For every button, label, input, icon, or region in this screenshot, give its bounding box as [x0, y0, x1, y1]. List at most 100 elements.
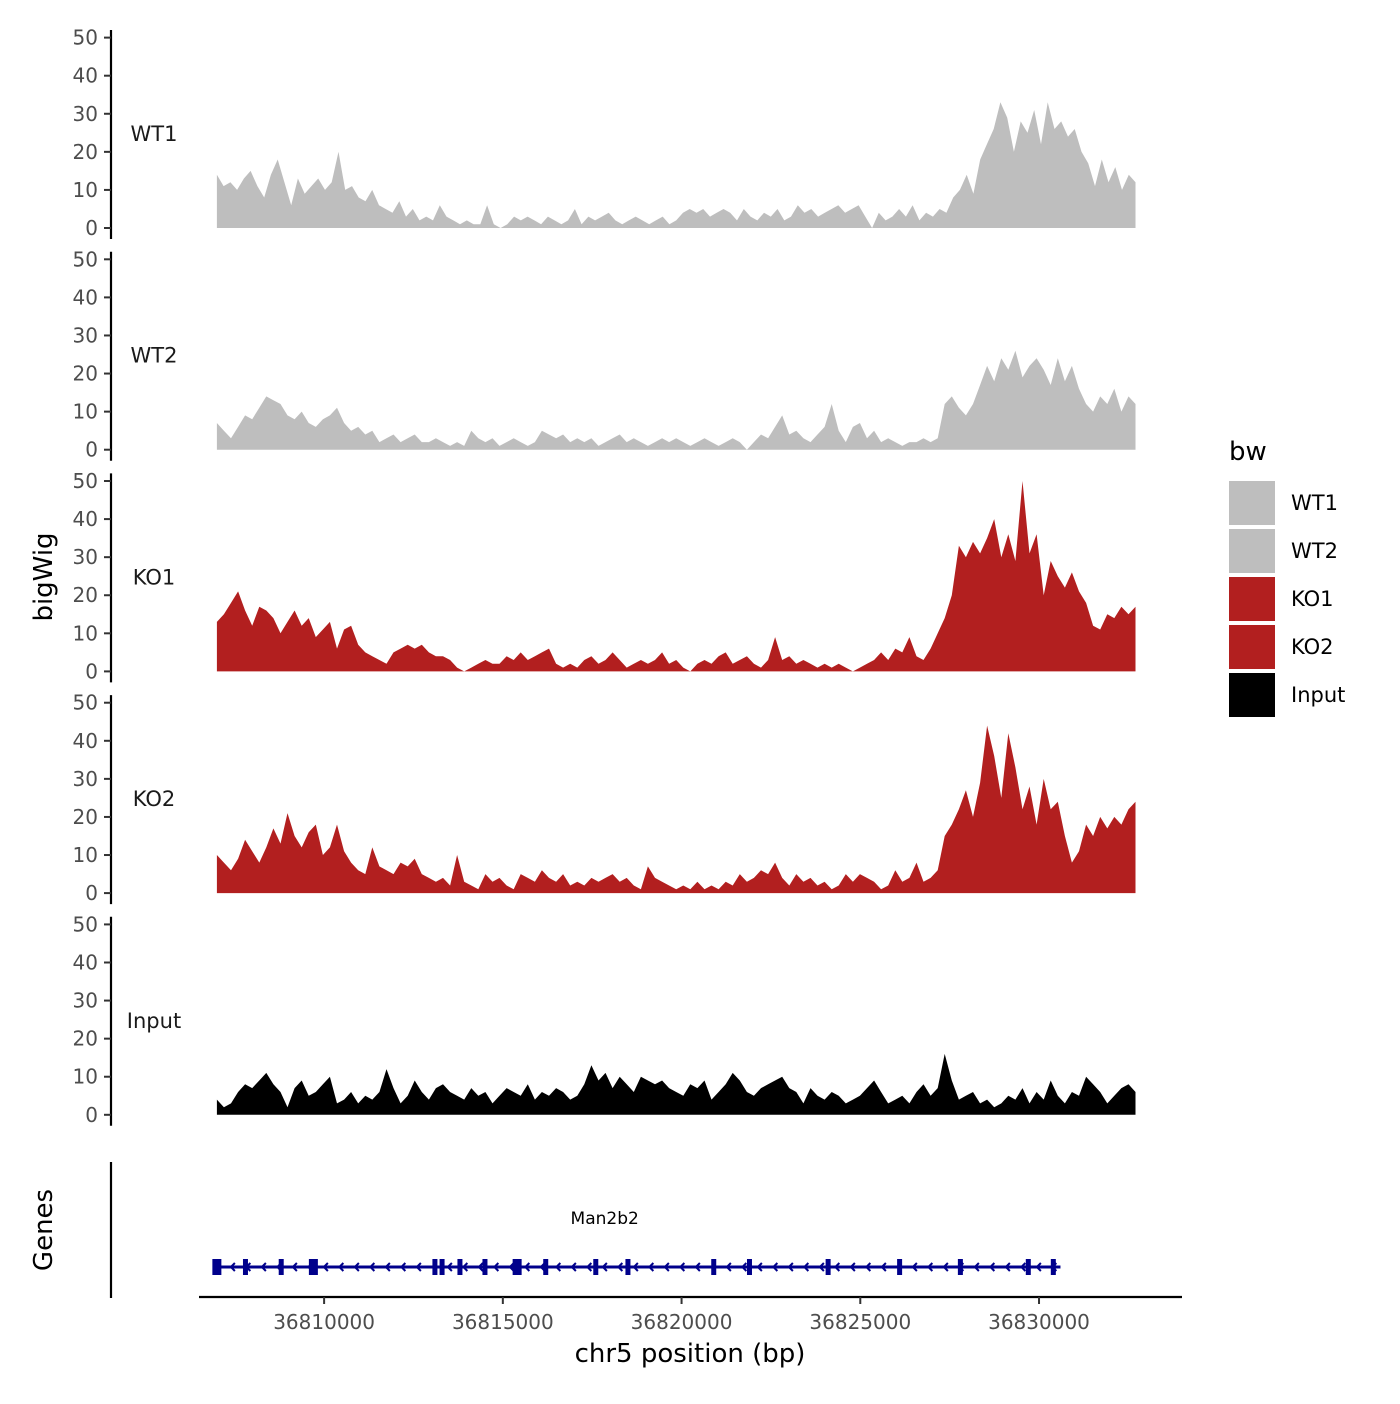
strand-arrow	[756, 1262, 763, 1272]
strand-arrow	[446, 1262, 453, 1272]
strand-arrow	[678, 1262, 686, 1272]
gene-exon	[212, 1259, 222, 1275]
gene-exon	[308, 1259, 318, 1275]
x-axis: chr5 position (bp) 36810000 36815000 36820…	[199, 1295, 1182, 1369]
y-tick-label: 50	[73, 691, 98, 715]
y-tick-label: 20	[73, 805, 98, 829]
y-tick-label: 40	[73, 64, 98, 88]
x-axis-title: chr5 position (bp)	[575, 1339, 806, 1369]
gene-exon	[1025, 1259, 1031, 1275]
coverage-tracks: 0 10 20 30 40 50 WT1 0 10 20 30 40 50 WT2 0 10 20 30 40 50 K…	[73, 26, 1136, 1127]
legend-label: WT2	[1291, 539, 1338, 563]
gene-exon	[432, 1259, 438, 1275]
strand-arrow	[322, 1262, 329, 1272]
strand-arrow	[337, 1262, 345, 1272]
strand-arrow	[368, 1262, 376, 1272]
y-tick-label: 40	[73, 285, 98, 309]
gene-exon	[957, 1259, 963, 1275]
strand-arrow	[647, 1262, 655, 1272]
track-panel-wt2: 0 10 20 30 40 50 WT2	[73, 247, 1136, 462]
legend-label: KO1	[1291, 587, 1334, 611]
y-tick-label: 20	[73, 362, 98, 386]
strand-arrow	[849, 1262, 856, 1272]
strand-arrow	[523, 1262, 531, 1272]
y-tick-label: 50	[73, 912, 98, 936]
gene-exon	[543, 1259, 549, 1275]
y-tick-label: 0	[85, 216, 98, 240]
legend-label: Input	[1291, 683, 1345, 707]
legend-label: KO2	[1291, 635, 1334, 659]
strand-arrow	[415, 1262, 422, 1272]
strand-arrow	[663, 1262, 670, 1272]
y-axis-title: bigWig	[29, 532, 59, 621]
y-tick-label: 40	[73, 729, 98, 753]
gene-exon	[593, 1259, 599, 1275]
x-tick-label: 36810000	[273, 1310, 375, 1334]
coverage-area-wt2	[216, 350, 1136, 450]
y-tick-label: 50	[73, 26, 98, 50]
strand-arrow	[616, 1262, 624, 1272]
strand-arrow	[399, 1262, 407, 1272]
coverage-area-ko2	[216, 725, 1136, 894]
strand-arrow	[911, 1262, 918, 1272]
y-tick-label: 10	[73, 621, 98, 645]
strand-arrow	[585, 1262, 593, 1272]
strand-arrow	[353, 1262, 360, 1272]
coverage-area-wt1	[216, 102, 1136, 228]
gene-track-label: Genes	[29, 1189, 59, 1271]
x-tick-label: 36815000	[452, 1310, 554, 1334]
y-tick-label: 0	[85, 881, 98, 905]
x-tick-label: 36825000	[809, 1310, 911, 1334]
legend-swatch-ko1	[1229, 577, 1275, 621]
track-label: WT2	[131, 344, 178, 368]
track-panel-ko2: 0 10 20 30 40 50 KO2	[73, 691, 1136, 905]
legend-label: WT1	[1291, 491, 1338, 515]
strand-arrow	[508, 1262, 515, 1272]
gene-exon	[1050, 1259, 1056, 1275]
strand-arrow	[601, 1262, 608, 1272]
strand-arrow	[942, 1262, 949, 1272]
strand-arrow	[818, 1262, 825, 1272]
strand-arrow	[291, 1262, 298, 1272]
gene-track: Genes Man2b2	[29, 1162, 1061, 1298]
legend-swatch-wt1	[1229, 481, 1275, 525]
track-label: Input	[127, 1009, 181, 1033]
y-tick-label: 30	[73, 767, 98, 791]
strand-arrow	[461, 1262, 469, 1272]
strand-arrow	[1004, 1262, 1011, 1272]
y-tick-label: 40	[73, 507, 98, 531]
track-label: KO2	[133, 787, 176, 811]
strand-arrow	[632, 1262, 639, 1272]
track-panel-ko1: 0 10 20 30 40 50 KO1	[73, 469, 1136, 683]
strand-arrow	[725, 1262, 732, 1272]
y-tick-label: 30	[73, 989, 98, 1013]
legend-swatch-ko2	[1229, 625, 1275, 669]
x-tick-label: 36830000	[988, 1310, 1090, 1334]
strand-arrow	[973, 1262, 980, 1272]
gene-exon	[439, 1259, 445, 1275]
y-tick-label: 10	[73, 178, 98, 202]
y-tick-label: 10	[73, 400, 98, 424]
x-tick-label: 36820000	[631, 1310, 733, 1334]
y-tick-label: 50	[73, 247, 98, 271]
gene-exon	[512, 1259, 522, 1275]
strand-arrow	[554, 1262, 562, 1272]
track-label: KO1	[133, 565, 176, 589]
coverage-area-ko1	[216, 481, 1136, 672]
legend-swatch-input	[1229, 673, 1275, 717]
gene-exon	[746, 1259, 752, 1275]
strand-arrow	[802, 1262, 810, 1272]
strand-arrow	[1019, 1262, 1027, 1272]
track-panel-input: 0 10 20 30 40 50 Input	[73, 912, 1136, 1127]
y-tick-label: 20	[73, 583, 98, 607]
strand-arrow	[477, 1262, 484, 1272]
legend-swatch-wt2	[1229, 529, 1275, 573]
y-tick-label: 20	[73, 1027, 98, 1051]
strand-arrow	[260, 1262, 267, 1272]
strand-arrow	[880, 1262, 887, 1272]
gene-exon	[278, 1259, 284, 1275]
strand-arrow	[740, 1262, 748, 1272]
strand-arrow	[833, 1262, 841, 1272]
gene-exon	[897, 1259, 903, 1275]
